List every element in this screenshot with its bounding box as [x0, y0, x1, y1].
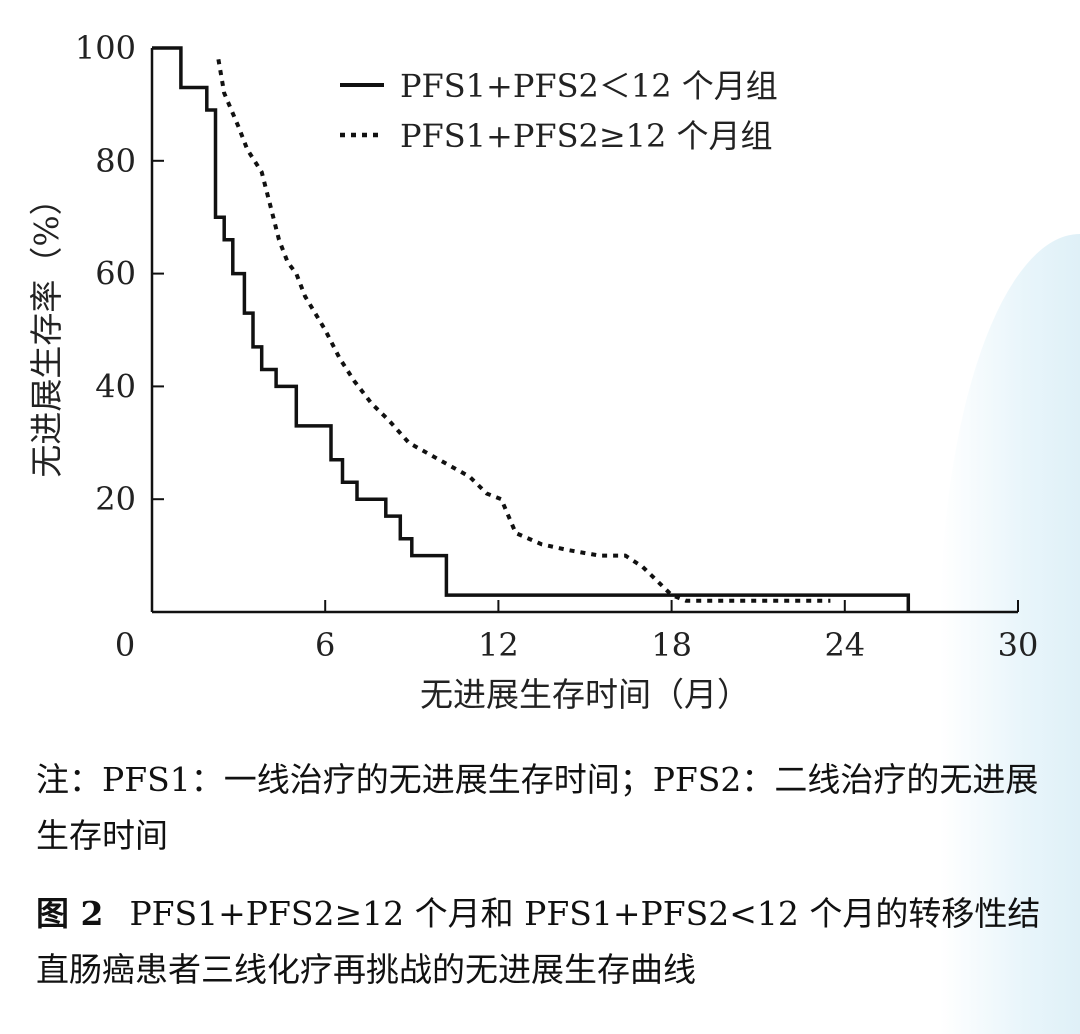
- x-axis-title: 无进展生存时间（月）: [420, 675, 750, 714]
- kaplan-meier-chart: 0 6 12 18 24 30 20 40 60 80 100 无进展生存时间（月） 无进展生存率（%）…: [27, 29, 1039, 714]
- x-tick-label: 12: [478, 626, 519, 664]
- legend-label-2: PFS1+PFS2≥12 个月组: [400, 117, 773, 155]
- figure-caption-text: PFS1+PFS2≥12 个月和 PFS1+PFS2<12 个月的转移性结直肠癌…: [36, 894, 1041, 989]
- x-tick-label: 24: [824, 626, 865, 664]
- x-tick-label: 30: [998, 626, 1039, 664]
- y-tick-label: 20: [95, 480, 136, 518]
- y-tick-label: 80: [95, 142, 136, 180]
- legend-label-1: PFS1+PFS2＜12 个月组: [400, 67, 778, 105]
- x-tick-label: 6: [315, 626, 335, 664]
- y-tick-label: 40: [95, 367, 136, 405]
- figure-caption: 图 2 PFS1+PFS2≥12 个月和 PFS1+PFS2<12 个月的转移性结…: [36, 886, 1056, 998]
- y-axis-title: 无进展生存率（%）: [27, 182, 66, 477]
- y-tick-label: 60: [95, 255, 136, 293]
- figure-label: 图 2: [36, 894, 104, 933]
- x-tick-label: 18: [651, 626, 692, 664]
- series-line-1: [152, 46, 911, 612]
- figure-note: 注：PFS1：一线治疗的无进展生存时间；PFS2：二线治疗的无进展生存时间: [36, 760, 1039, 855]
- x-tick-label: 0: [115, 626, 135, 664]
- y-tick-label: 100: [75, 29, 136, 67]
